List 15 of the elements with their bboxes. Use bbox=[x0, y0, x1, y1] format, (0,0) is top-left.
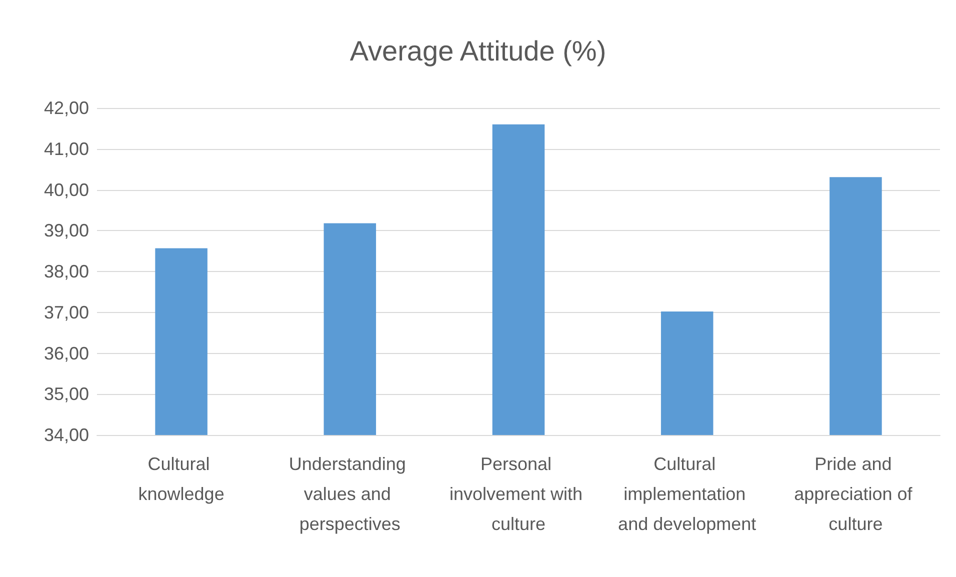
x-tick-label: Understanding values and perspectives bbox=[288, 454, 411, 534]
y-tick-label: 34,00 bbox=[44, 425, 89, 445]
y-tick-label: 42,00 bbox=[44, 98, 89, 118]
x-tick-label: Pride and appreciation of culture bbox=[794, 454, 918, 534]
y-tick-label: 40,00 bbox=[44, 180, 89, 200]
x-tick-label: Cultural implementation and development bbox=[618, 454, 756, 534]
y-tick-label: 38,00 bbox=[44, 262, 89, 282]
y-tick-label: 39,00 bbox=[44, 220, 89, 241]
y-tick-label: 41,00 bbox=[44, 138, 89, 159]
y-tick-label: 36,00 bbox=[44, 343, 89, 364]
x-tick-label: Cultural knowledge bbox=[138, 454, 224, 504]
y-tick-label: 35,00 bbox=[44, 384, 89, 404]
x-tick-label: Personal involvement with culture bbox=[449, 454, 588, 534]
y-tick-label: 37,00 bbox=[44, 302, 89, 322]
chart-title: Average Attitude (%) bbox=[350, 36, 606, 66]
